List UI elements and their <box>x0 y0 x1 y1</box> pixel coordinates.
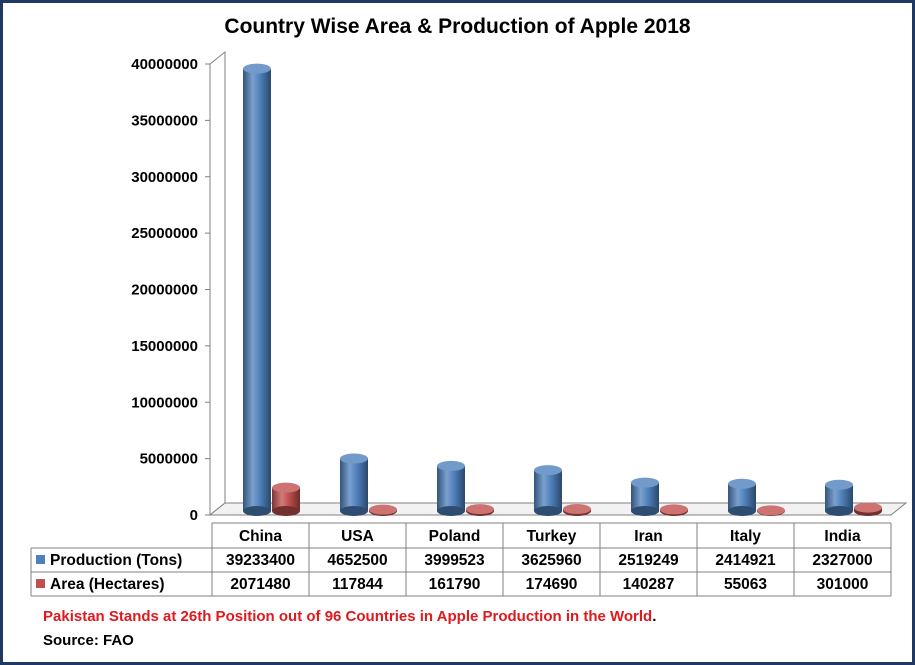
bar-production-base <box>825 506 853 516</box>
bar-production-top <box>728 478 756 489</box>
data-table-value: 3999523 <box>424 552 485 569</box>
chart-title: Country Wise Area & Production of Apple … <box>224 15 691 38</box>
data-table-value: 161790 <box>429 576 481 593</box>
source-note: Source: FAO <box>43 632 134 649</box>
y-tick-label: 40000000 <box>131 56 198 73</box>
bar-area-top <box>466 504 494 515</box>
bar-area-top <box>272 482 300 493</box>
y-tick-label: 5000000 <box>140 451 198 468</box>
data-table-value: 2071480 <box>230 576 290 593</box>
bar-area-top <box>563 504 591 515</box>
footnote-period: . <box>652 608 657 625</box>
y-tick-label: 15000000 <box>131 338 198 355</box>
y-tick-label: 35000000 <box>131 112 198 129</box>
data-table-value: 3625960 <box>521 552 581 569</box>
legend-swatch <box>36 555 45 564</box>
bar-production-base <box>728 506 756 516</box>
data-table-value: 140287 <box>623 576 675 593</box>
bar-production-base <box>534 506 562 516</box>
bar-production-base <box>437 506 465 516</box>
bar-production-body <box>437 465 465 511</box>
bar-production-top <box>825 479 853 490</box>
data-table-value: 117844 <box>332 576 383 593</box>
x-tick-label: Poland <box>429 528 481 545</box>
data-table-value: 4652500 <box>327 552 387 569</box>
x-tick-label: China <box>239 528 282 545</box>
bar-production-top <box>631 477 659 488</box>
data-table-value: 39233400 <box>226 552 295 569</box>
legend-swatch <box>36 579 45 588</box>
bar-production-base <box>631 506 659 516</box>
bar-production-top <box>534 465 562 476</box>
y-tick-label: 20000000 <box>131 282 198 299</box>
bar-production-body <box>534 470 562 511</box>
x-tick-label: Iran <box>634 528 662 545</box>
bar-production-base <box>340 506 368 516</box>
footnote-text: Pakistan Stands at 26th Position out of … <box>43 608 653 625</box>
data-table-value: 55063 <box>724 576 767 593</box>
bar-production-top <box>437 460 465 471</box>
y-tick-label: 30000000 <box>131 169 198 186</box>
y-tick-label: 0 <box>190 507 198 524</box>
chart-plot: 0 5000000 10000000 15000000 20000000 25000000… <box>30 50 908 597</box>
bar-production-base <box>243 506 271 516</box>
data-table-value: 2414921 <box>715 552 776 569</box>
data-table-value: 2519249 <box>618 552 679 569</box>
bar-area-top <box>854 502 882 513</box>
bar-production-body <box>243 68 271 511</box>
y-tick-label: 25000000 <box>131 225 198 242</box>
data-table-value: 174690 <box>526 576 578 593</box>
x-tick-label: Turkey <box>527 528 577 545</box>
bar-production-body <box>340 458 368 511</box>
bar-area-top <box>369 504 397 515</box>
y-tick-label: 10000000 <box>131 394 198 411</box>
x-tick-label: USA <box>341 528 374 545</box>
data-table-value: 301000 <box>817 576 869 593</box>
bar-area-body <box>272 487 300 511</box>
x-tick-label: Italy <box>730 528 761 545</box>
bar-area-top <box>660 504 688 515</box>
footnote: Pakistan Stands at 26th Position out of … <box>43 608 656 625</box>
legend-label: Production (Tons) <box>50 552 182 569</box>
x-tick-label: India <box>824 528 861 545</box>
data-table-value: 2327000 <box>812 552 872 569</box>
bar-area-base <box>272 506 300 516</box>
legend-label: Area (Hectares) <box>50 576 165 593</box>
bar-area-top <box>757 505 785 516</box>
back-wall <box>209 50 226 517</box>
bar-production-top <box>340 453 368 464</box>
bar-production-top <box>243 63 271 74</box>
